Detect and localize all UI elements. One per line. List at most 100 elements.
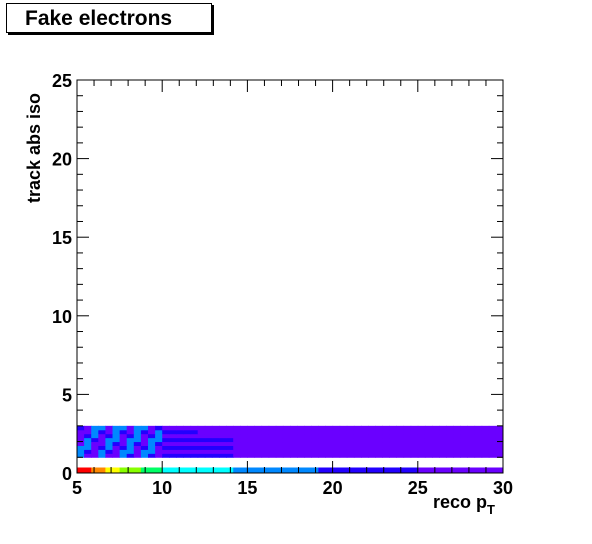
heatmap-cell: [226, 449, 234, 454]
heatmap-cell: [233, 453, 241, 458]
heatmap-cell: [403, 437, 412, 443]
heatmap-cell: [133, 433, 142, 439]
heatmap-cell: [389, 425, 397, 431]
heatmap-cell: [261, 437, 270, 443]
heatmap-cell: [197, 437, 206, 443]
heatmap-cell: [282, 467, 291, 473]
heatmap-cell: [467, 467, 476, 473]
heatmap-cell: [290, 445, 298, 450]
heatmap-cell: [410, 467, 419, 473]
heatmap-cell: [453, 425, 461, 431]
heatmap-cell: [304, 449, 312, 454]
heatmap-cell: [226, 425, 234, 431]
heatmap-cell: [396, 449, 405, 454]
heatmap-cell: [453, 453, 461, 458]
heatmap-cell: [268, 467, 277, 473]
heatmap-cell: [219, 429, 227, 435]
heatmap-cell: [211, 453, 220, 458]
heatmap-cell: [403, 425, 412, 431]
heatmap-cell: [211, 437, 220, 443]
heatmap-cell: [91, 437, 99, 443]
heatmap-cell: [410, 441, 419, 446]
heatmap-cell: [290, 433, 298, 439]
heatmap-cell: [119, 441, 128, 446]
heatmap-cell: [140, 425, 149, 431]
heatmap-cell: [460, 441, 468, 446]
heatmap-cell: [382, 453, 390, 458]
heatmap-cell: [126, 467, 135, 473]
heatmap-cell: [254, 425, 263, 431]
heatmap-cell: [169, 425, 177, 431]
heatmap-cell: [304, 453, 312, 458]
heatmap-cell: [219, 445, 227, 450]
heatmap-cell: [126, 449, 135, 454]
heatmap-cell: [98, 433, 106, 439]
heatmap-cell: [353, 433, 362, 439]
heatmap-cell: [254, 437, 263, 443]
heatmap-cell: [126, 433, 135, 439]
heatmap-cell: [375, 449, 383, 454]
heatmap-cell: [240, 433, 248, 439]
heatmap-cell: [148, 433, 156, 439]
heatmap-cell: [424, 433, 433, 439]
heatmap-cell: [219, 467, 227, 473]
heatmap-cell: [105, 425, 113, 431]
heatmap-cell: [204, 445, 213, 450]
heatmap-cell: [495, 449, 504, 454]
heatmap-cell: [275, 437, 284, 443]
heatmap-cell: [247, 437, 255, 443]
heatmap-cell: [162, 433, 170, 439]
heatmap-cell: [353, 453, 362, 458]
heatmap-cell: [119, 445, 128, 450]
heatmap-cell: [275, 425, 284, 431]
heatmap-cell: [91, 441, 99, 446]
heatmap-cell: [162, 445, 170, 450]
heatmap-cell: [148, 429, 156, 435]
heatmap-cell: [460, 445, 468, 450]
heatmap-cell: [240, 429, 248, 435]
heatmap-cell: [268, 441, 277, 446]
heatmap-cell: [197, 441, 206, 446]
heatmap-cell: [297, 437, 305, 443]
x-axis-label-sub: T: [487, 502, 495, 517]
heatmap-cell: [290, 449, 298, 454]
heatmap-cell: [105, 449, 113, 454]
heatmap-cell: [481, 441, 490, 446]
heatmap-cell: [275, 467, 284, 473]
heatmap-cell: [396, 445, 405, 450]
heatmap-cell: [368, 449, 376, 454]
heatmap-cell: [495, 445, 504, 450]
heatmap-cell: [219, 425, 227, 431]
heatmap-cell: [332, 437, 341, 443]
heatmap-cell: [460, 449, 468, 454]
heatmap-cell: [353, 449, 362, 454]
heatmap-cell: [297, 467, 305, 473]
heatmap-cell: [148, 453, 156, 458]
heatmap-cell: [368, 425, 376, 431]
heatmap-cell: [91, 467, 99, 473]
heatmap-cell: [332, 433, 341, 439]
heatmap-cell: [197, 453, 206, 458]
heatmap-cell: [247, 433, 255, 439]
heatmap-cell: [311, 425, 319, 431]
heatmap-cell: [403, 449, 412, 454]
heatmap-cell: [126, 437, 135, 443]
heatmap-cell: [474, 445, 483, 450]
heatmap-cell: [353, 437, 362, 443]
heatmap-cell: [176, 437, 184, 443]
heatmap-cell: [481, 433, 490, 439]
heatmap-cell: [91, 429, 99, 435]
heatmap-cell: [353, 441, 362, 446]
heatmap-cell: [318, 453, 326, 458]
heatmap-cell: [432, 449, 440, 454]
heatmap-cell: [439, 429, 447, 435]
x-tick-label: 30: [493, 478, 513, 498]
heatmap-cell: [190, 445, 199, 450]
heatmap-cell: [204, 453, 213, 458]
heatmap-cell: [346, 441, 355, 446]
heatmap-cell: [155, 437, 163, 443]
heatmap-cell: [495, 437, 504, 443]
heatmap-cell: [176, 433, 184, 439]
heatmap-cell: [84, 429, 92, 435]
